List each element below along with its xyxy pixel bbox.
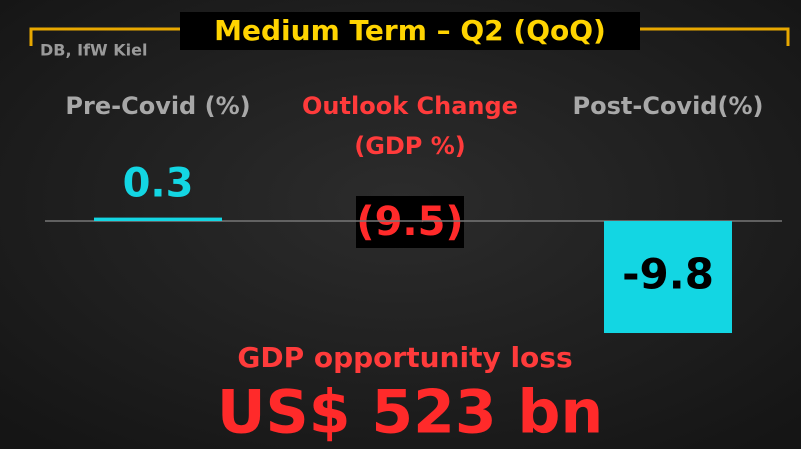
bar bbox=[94, 217, 222, 222]
title-frame bbox=[29, 27, 790, 46]
chart-title: Medium Term – Q2 (QoQ) bbox=[214, 14, 606, 47]
outlook-value: (9.5) bbox=[356, 199, 463, 245]
category-label: Post-Covid(%) bbox=[573, 92, 764, 120]
source: DB, IfW Kiel bbox=[40, 41, 147, 60]
title-box bbox=[180, 12, 640, 50]
category-label: Pre-Covid (%) bbox=[65, 92, 250, 120]
outlook-label: (GDP %) bbox=[354, 132, 466, 160]
outlook-label: Outlook Change bbox=[302, 92, 518, 120]
outlook-box bbox=[356, 196, 464, 248]
value-label: 0.3 bbox=[123, 161, 194, 207]
loss-label: GDP opportunity loss bbox=[237, 341, 572, 374]
bar bbox=[604, 221, 732, 334]
value-label: -9.8 bbox=[622, 250, 714, 299]
loss-value: US$ 523 bn bbox=[217, 378, 603, 448]
